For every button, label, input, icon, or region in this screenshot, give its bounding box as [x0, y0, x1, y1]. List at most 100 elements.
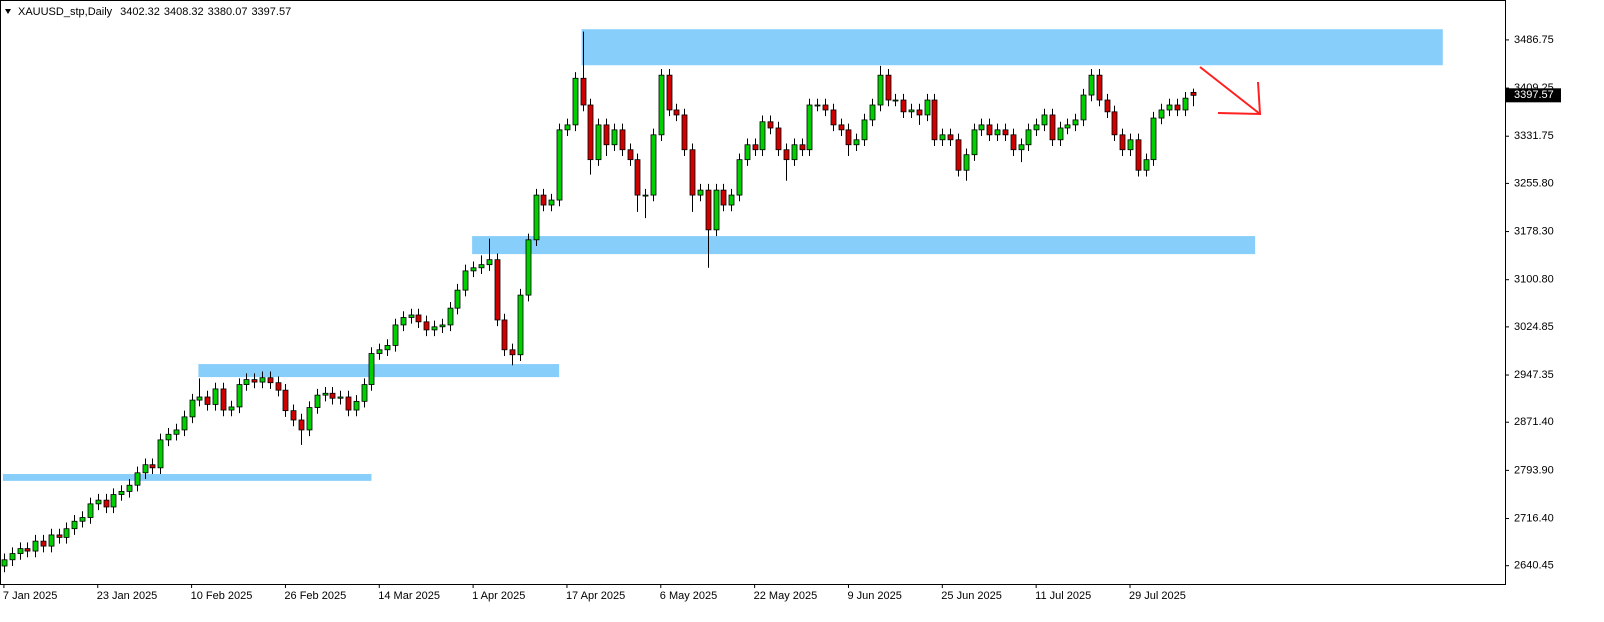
candle-body — [275, 382, 282, 391]
candle-body — [1072, 119, 1079, 126]
y-tick-label: 3486.75 — [1514, 34, 1554, 46]
candle-body — [822, 104, 829, 111]
candle-body — [705, 189, 712, 231]
candle-body — [767, 121, 774, 129]
candle-body — [118, 491, 125, 495]
candle-body — [1135, 139, 1142, 171]
plot-frame — [0, 0, 1506, 585]
candle-body — [392, 324, 399, 346]
candle-body — [415, 314, 422, 323]
candle-body — [853, 139, 860, 146]
zones — [2, 29, 1443, 481]
candle-body — [986, 124, 993, 136]
candle-body — [478, 264, 485, 269]
candle-body — [642, 194, 649, 197]
candle-body — [220, 388, 227, 411]
candle-body — [486, 259, 493, 266]
candle-body — [337, 396, 344, 399]
candle-body — [963, 154, 970, 171]
candle-body — [556, 129, 563, 201]
candle-body — [1002, 129, 1009, 136]
candle-body — [650, 134, 657, 196]
candle-body — [24, 548, 31, 552]
candle-body — [548, 199, 555, 206]
candle-body — [259, 377, 266, 383]
candle-body — [71, 520, 78, 530]
candle-body — [611, 129, 618, 146]
candle-body — [501, 319, 508, 351]
candle-body — [830, 109, 837, 126]
x-tick-label: 6 May 2025 — [660, 590, 717, 602]
candle-body — [619, 129, 626, 151]
candle-body — [838, 124, 845, 131]
candle-body — [63, 528, 70, 538]
price-tag-box — [1506, 88, 1561, 103]
y-tick-label: 3100.80 — [1514, 274, 1554, 286]
arrow — [1199, 66, 1262, 116]
candles — [1, 31, 1197, 573]
x-tick-label: 14 Mar 2025 — [378, 590, 440, 602]
candle-body — [361, 384, 368, 402]
candle-body — [845, 129, 852, 146]
candle-body — [595, 124, 602, 161]
x-tick-label: 22 May 2025 — [754, 590, 818, 602]
candle-body — [17, 548, 24, 554]
candle-body — [48, 534, 55, 547]
zone — [2, 474, 372, 481]
candle-body — [126, 484, 133, 492]
candle-body — [1111, 111, 1118, 136]
y-tick-label: 2640.45 — [1514, 560, 1554, 572]
candle-body — [744, 144, 751, 161]
candle-body — [95, 499, 102, 505]
candle-body — [869, 104, 876, 121]
zone — [581, 29, 1443, 66]
candle-body — [1158, 109, 1165, 119]
candle-body — [908, 109, 915, 113]
candle-body — [353, 400, 360, 411]
candle-body — [627, 149, 634, 161]
y-tick-label: 2947.35 — [1514, 369, 1554, 381]
candle-body — [251, 379, 258, 383]
candle-body — [189, 399, 196, 418]
candle-body — [103, 499, 110, 508]
candle-body — [580, 77, 587, 106]
candle-body — [314, 394, 321, 408]
candle-body — [806, 104, 813, 151]
zone — [472, 236, 1256, 255]
ohlc-low: 3380.07 — [208, 6, 248, 18]
x-tick-label: 9 Jun 2025 — [847, 590, 901, 602]
y-tick-label: 2793.90 — [1514, 464, 1554, 476]
candle-body — [282, 389, 289, 412]
price-tag-label: 3397.57 — [1514, 89, 1554, 101]
candle-body — [1104, 99, 1111, 113]
candle-body — [752, 144, 759, 151]
x-axis: 7 Jan 2025 23 Jan 2025 10 Feb 2025 26 Feb 2… — [3, 584, 1186, 602]
candle-body — [431, 326, 438, 331]
candle-body — [462, 270, 469, 291]
candle-body — [290, 410, 297, 421]
chart-title: XAUUSD_stp,Daily 3402.32 3408.32 3380.07 339… — [18, 6, 291, 18]
candle-body — [1143, 159, 1150, 171]
candle-body — [1080, 94, 1087, 121]
candle-body — [540, 194, 547, 206]
candle-body — [916, 109, 923, 116]
candle-body — [947, 134, 954, 141]
arrow-head — [1217, 81, 1262, 116]
candle-body — [814, 104, 821, 107]
ohlc-high: 3408.32 — [164, 6, 204, 18]
candle-body — [1096, 74, 1103, 101]
y-tick-label: 2871.40 — [1514, 416, 1554, 428]
x-tick-label: 7 Jan 2025 — [3, 590, 57, 602]
candle-body — [1, 559, 8, 567]
x-tick-label: 23 Jan 2025 — [97, 590, 158, 602]
candle-body — [306, 407, 313, 431]
candle-body — [666, 74, 673, 111]
candle-body — [298, 419, 305, 431]
candle-body — [376, 349, 383, 354]
candle-body — [236, 384, 243, 408]
candle-body — [56, 534, 63, 538]
candle-body — [1064, 124, 1071, 129]
x-tick-label: 11 Jul 2025 — [1035, 590, 1091, 602]
candle-body — [345, 396, 352, 411]
candle-body — [994, 129, 1001, 136]
